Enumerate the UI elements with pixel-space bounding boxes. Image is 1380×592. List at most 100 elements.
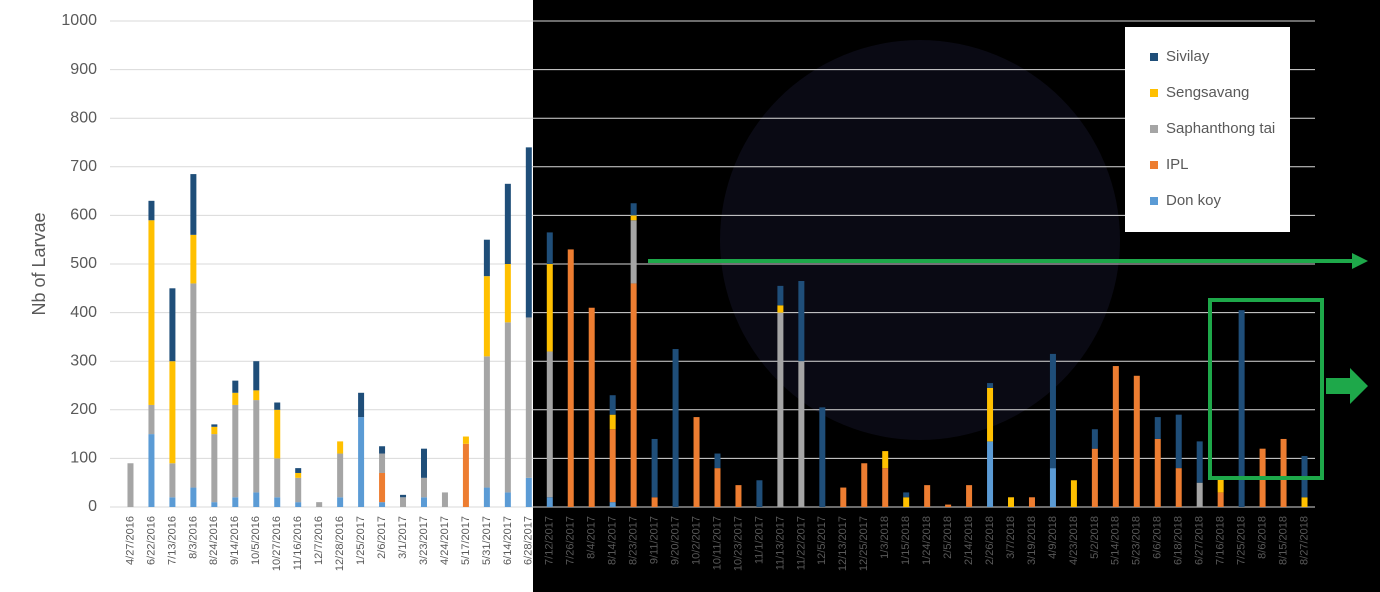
bar-segment bbox=[546, 497, 553, 507]
bar-segment bbox=[1196, 441, 1203, 483]
bar-segment bbox=[1154, 417, 1161, 439]
x-tick-label: 11/16/2016 bbox=[292, 516, 304, 570]
bar-segment bbox=[169, 463, 176, 498]
bar-segment bbox=[400, 497, 407, 507]
bar-segment bbox=[190, 283, 197, 488]
bar-segment bbox=[882, 451, 889, 469]
x-tick-label: 12/7/2016 bbox=[313, 516, 325, 565]
bar-segment bbox=[609, 414, 616, 430]
bar-segment bbox=[379, 502, 386, 507]
bar-segment bbox=[1133, 375, 1140, 507]
bar-segment bbox=[420, 497, 427, 507]
bar-segment bbox=[567, 249, 574, 508]
x-tick-label: 11/13/2017 bbox=[774, 516, 786, 570]
bar-segment bbox=[546, 351, 553, 498]
bar-segment bbox=[211, 502, 218, 507]
bar-segment bbox=[1217, 477, 1224, 493]
bar-segment bbox=[504, 264, 511, 323]
bar-segment bbox=[253, 361, 260, 391]
legend-swatch bbox=[1150, 125, 1158, 133]
bar-segment bbox=[588, 307, 595, 507]
x-tick-label: 11/22/2017 bbox=[795, 516, 807, 570]
bar-segment bbox=[211, 426, 218, 435]
bar-segment bbox=[525, 317, 532, 478]
bar-segment bbox=[337, 453, 344, 498]
bar-segment bbox=[1301, 497, 1308, 507]
bar-segment bbox=[190, 234, 197, 284]
bar-segment bbox=[337, 497, 344, 507]
bar-segment bbox=[840, 487, 847, 507]
bar-segment bbox=[1049, 468, 1056, 507]
bar-segment bbox=[148, 200, 155, 221]
bar-segment bbox=[274, 497, 281, 507]
bar-segment bbox=[420, 448, 427, 478]
bar-segment bbox=[987, 441, 994, 507]
bar-segment bbox=[316, 502, 323, 507]
legend-swatch bbox=[1150, 161, 1158, 169]
bar-segment bbox=[714, 453, 721, 469]
bar-segment bbox=[253, 492, 260, 507]
x-tick-label: 6/28/2017 bbox=[523, 516, 535, 565]
bar-segment bbox=[798, 281, 805, 362]
x-tick-label: 4/9/2018 bbox=[1047, 516, 1059, 559]
bar-segment bbox=[966, 485, 973, 507]
bar-segment bbox=[379, 453, 386, 473]
bar-segment bbox=[504, 492, 511, 507]
bar-segment bbox=[232, 497, 239, 507]
x-tick-label: 8/27/2018 bbox=[1298, 516, 1310, 565]
bar-segment bbox=[190, 487, 197, 507]
bar-segment bbox=[169, 361, 176, 464]
arrow-head bbox=[1352, 253, 1368, 269]
bar-segment bbox=[1070, 480, 1077, 507]
bar-segment bbox=[295, 472, 302, 478]
bar-segment bbox=[777, 285, 784, 306]
bar-segment bbox=[525, 147, 532, 318]
bar-segment bbox=[777, 305, 784, 313]
legend-swatch bbox=[1150, 89, 1158, 97]
legend-label: Sengsavang bbox=[1166, 84, 1249, 101]
bar-segment bbox=[483, 276, 490, 357]
x-tick-label: 1/25/2017 bbox=[355, 516, 367, 565]
x-tick-label: 10/27/2016 bbox=[271, 516, 283, 571]
bar-segment bbox=[903, 497, 910, 507]
x-tick-label: 12/28/2016 bbox=[334, 516, 346, 571]
x-tick-label: 2/6/2017 bbox=[376, 516, 388, 559]
x-tick-label: 8/15/2018 bbox=[1277, 516, 1289, 565]
x-tick-label: 5/17/2017 bbox=[460, 516, 472, 565]
bar-segment bbox=[651, 497, 658, 507]
bar-segment bbox=[1217, 492, 1224, 507]
x-tick-label: 9/11/2017 bbox=[649, 516, 661, 564]
bar-segment bbox=[148, 404, 155, 435]
x-tick-label: 6/6/2018 bbox=[1152, 516, 1164, 559]
x-tick-label: 2/14/2018 bbox=[963, 516, 975, 565]
x-tick-label: 5/31/2017 bbox=[481, 516, 493, 565]
highlight-box bbox=[1208, 298, 1324, 480]
bar-segment bbox=[253, 390, 260, 401]
bar-segment bbox=[483, 239, 490, 277]
bar-segment bbox=[337, 441, 344, 454]
bar-segment bbox=[420, 477, 427, 498]
bar-segment bbox=[819, 407, 826, 507]
bar-segment bbox=[169, 288, 176, 362]
y-tick-label: 0 bbox=[88, 498, 97, 515]
bar-segment bbox=[148, 220, 155, 405]
bar-segment bbox=[295, 477, 302, 503]
x-tick-label: 10/23/2017 bbox=[732, 516, 744, 571]
x-tick-label: 4/23/2018 bbox=[1068, 516, 1080, 565]
x-tick-label: 4/27/2016 bbox=[124, 516, 136, 565]
bar-segment bbox=[714, 468, 721, 507]
y-tick-label: 500 bbox=[70, 255, 97, 272]
bar-segment bbox=[1196, 482, 1203, 507]
x-tick-label: 3/23/2017 bbox=[418, 516, 430, 565]
bar-segment bbox=[274, 409, 281, 459]
x-tick-label: 7/16/2018 bbox=[1215, 516, 1227, 565]
bar-segment bbox=[882, 468, 889, 507]
bar-segment bbox=[358, 417, 365, 507]
bar-segment bbox=[274, 458, 281, 498]
bar-segment bbox=[546, 264, 553, 352]
bar-segment bbox=[232, 392, 239, 405]
bar-segment bbox=[148, 434, 155, 507]
x-tick-label: 9/20/2017 bbox=[669, 516, 681, 565]
big-arrow bbox=[1326, 368, 1368, 404]
